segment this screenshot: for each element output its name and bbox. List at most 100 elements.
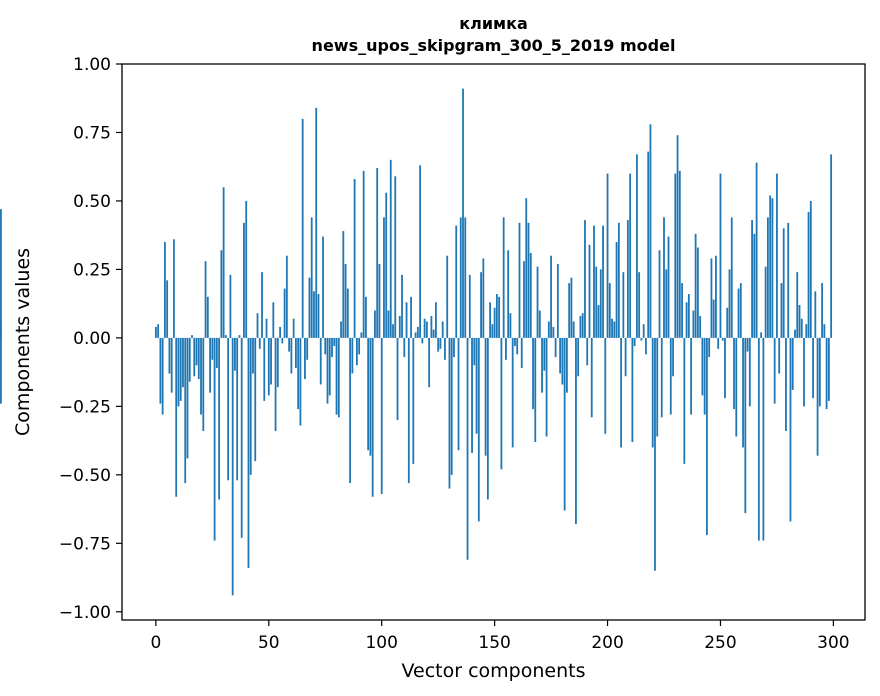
bar bbox=[586, 337, 589, 366]
bar bbox=[728, 269, 731, 338]
bar bbox=[358, 337, 361, 355]
bar bbox=[715, 255, 717, 338]
bar bbox=[778, 337, 781, 374]
bar bbox=[403, 337, 406, 358]
bar bbox=[265, 318, 268, 338]
bar bbox=[349, 337, 351, 484]
x-axis-label: Vector components bbox=[402, 660, 586, 682]
bar bbox=[437, 337, 440, 352]
y-tick-label: 1.00 bbox=[73, 55, 111, 75]
y-tick-label: 0.50 bbox=[73, 192, 111, 212]
bar bbox=[231, 337, 234, 596]
bar bbox=[367, 337, 370, 451]
bar bbox=[667, 236, 670, 338]
bar bbox=[256, 313, 259, 338]
bar bbox=[475, 337, 478, 434]
bar bbox=[751, 220, 753, 338]
bar bbox=[450, 337, 453, 475]
bar bbox=[676, 135, 679, 338]
y-tick-label: 0.25 bbox=[73, 260, 111, 280]
x-axis: 0 50 100 150 200 250 300 bbox=[150, 620, 850, 653]
bar bbox=[202, 337, 205, 432]
bar bbox=[159, 337, 162, 404]
bar bbox=[606, 173, 609, 338]
bar bbox=[814, 291, 817, 338]
bar bbox=[577, 337, 580, 377]
bar bbox=[753, 233, 756, 338]
bar bbox=[636, 154, 638, 338]
bar bbox=[735, 337, 738, 437]
bar bbox=[647, 151, 650, 338]
bar bbox=[746, 337, 749, 352]
bar bbox=[529, 252, 532, 338]
bar bbox=[559, 337, 562, 374]
bar bbox=[489, 302, 492, 338]
bar bbox=[665, 269, 668, 338]
bar bbox=[261, 272, 263, 338]
bar bbox=[414, 332, 417, 338]
bar bbox=[186, 337, 189, 459]
bar bbox=[584, 220, 586, 338]
bar bbox=[448, 337, 451, 489]
bar bbox=[568, 283, 571, 338]
bar bbox=[766, 217, 769, 338]
bar bbox=[550, 255, 552, 338]
bar bbox=[234, 337, 236, 371]
bar bbox=[464, 217, 467, 338]
bar bbox=[611, 318, 613, 338]
bar bbox=[392, 324, 394, 338]
y-tick-label: −0.75 bbox=[59, 534, 111, 554]
bar bbox=[631, 337, 634, 442]
bar bbox=[355, 337, 358, 366]
bar bbox=[222, 187, 225, 338]
bar bbox=[538, 310, 541, 338]
bar bbox=[0, 321, 2, 338]
bar bbox=[638, 272, 641, 338]
bar bbox=[416, 326, 419, 338]
bar bbox=[602, 225, 604, 338]
bar bbox=[730, 217, 733, 338]
bar bbox=[493, 307, 496, 338]
bar bbox=[344, 263, 347, 338]
bar bbox=[387, 310, 390, 338]
bar bbox=[245, 200, 248, 338]
bar bbox=[457, 337, 460, 451]
bar bbox=[617, 222, 620, 338]
bar bbox=[507, 250, 510, 338]
bar bbox=[301, 118, 304, 338]
bar bbox=[166, 280, 169, 338]
bar bbox=[473, 337, 476, 366]
bar bbox=[337, 337, 340, 418]
bar bbox=[656, 337, 659, 437]
bar bbox=[830, 154, 833, 338]
bar bbox=[200, 337, 202, 415]
bar bbox=[717, 337, 720, 349]
bar bbox=[371, 337, 374, 497]
bar bbox=[791, 337, 794, 390]
y-tick-label: −1.00 bbox=[59, 603, 111, 623]
bar bbox=[803, 337, 805, 407]
bar bbox=[581, 313, 584, 338]
bar bbox=[771, 198, 774, 338]
bar bbox=[742, 337, 744, 448]
bar bbox=[297, 337, 300, 410]
bar bbox=[195, 337, 198, 366]
bar bbox=[525, 198, 528, 338]
bar bbox=[227, 337, 230, 481]
bar bbox=[204, 261, 207, 338]
bar bbox=[502, 217, 505, 338]
bar bbox=[516, 337, 519, 355]
bar bbox=[699, 315, 702, 338]
bar bbox=[622, 272, 625, 338]
bar bbox=[719, 173, 722, 338]
bar bbox=[514, 337, 516, 347]
bar bbox=[283, 288, 286, 338]
bar bbox=[276, 337, 279, 388]
bar bbox=[710, 258, 713, 338]
bar bbox=[545, 337, 548, 437]
bar bbox=[554, 337, 557, 358]
bar bbox=[177, 337, 180, 407]
bar bbox=[383, 217, 385, 338]
bar bbox=[495, 294, 498, 338]
bar bbox=[425, 321, 428, 338]
